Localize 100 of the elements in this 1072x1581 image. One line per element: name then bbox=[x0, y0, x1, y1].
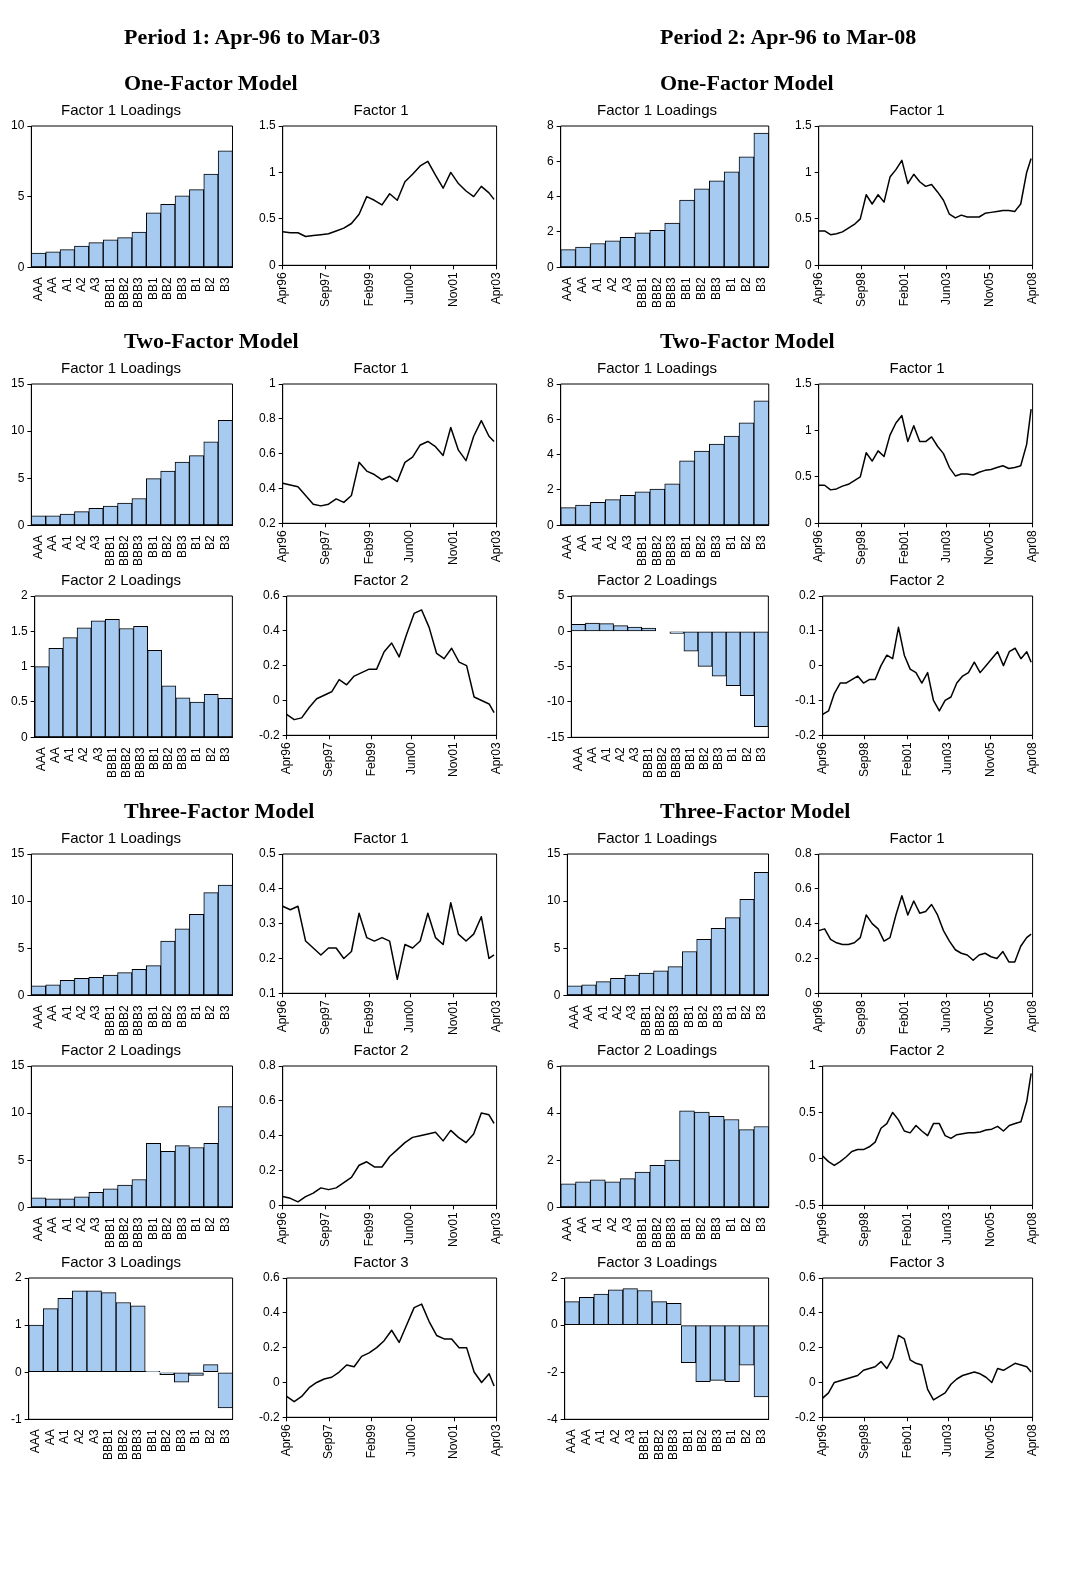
x-tick-label: BB3 bbox=[709, 276, 724, 300]
x-tick-label: Apr08 bbox=[1024, 1423, 1039, 1457]
y-tick-label: 0.5 bbox=[258, 846, 276, 861]
x-tick-label: Apr96 bbox=[274, 999, 289, 1033]
x-tick-label: B3 bbox=[217, 1217, 232, 1232]
y-tick-label: 8 bbox=[546, 118, 554, 133]
x-tick-label: A3 bbox=[86, 1429, 101, 1444]
y-tick-label: 15 bbox=[10, 1058, 25, 1073]
chart-title: Factor 1 bbox=[889, 101, 945, 119]
y-tick-label: 0.3 bbox=[258, 915, 276, 930]
x-tick-label: BB1 bbox=[144, 1428, 159, 1452]
x-tick-label: Feb99 bbox=[361, 999, 376, 1035]
y-tick-label: -0.2 bbox=[258, 727, 280, 742]
x-tick-label: BB3 bbox=[710, 1004, 725, 1028]
x-tick-label: B2 bbox=[203, 1217, 218, 1232]
x-tick-label: Apr96 bbox=[810, 529, 825, 563]
x-tick-label: Apr96 bbox=[274, 271, 289, 305]
x-tick-label: Jun00 bbox=[402, 1211, 417, 1245]
text: Two-Factor Model bbox=[659, 327, 836, 355]
x-tick-label: BBB3 bbox=[131, 1004, 146, 1036]
y-tick-label: 0 bbox=[17, 259, 25, 274]
x-tick-label: BB3 bbox=[174, 276, 189, 300]
x-tick-label: B3 bbox=[753, 277, 768, 292]
x-tick-label: Apr03 bbox=[488, 999, 503, 1033]
x-tick-label: Jun03 bbox=[938, 999, 953, 1033]
y-tick-label: 0 bbox=[546, 517, 554, 532]
x-tick-label: A3 bbox=[619, 1217, 634, 1232]
y-tick-label: 0 bbox=[553, 987, 561, 1002]
x-tick-label: BBB3 bbox=[131, 534, 146, 566]
x-tick-label: BBB1 bbox=[637, 1428, 652, 1460]
y-tick-label: -1 bbox=[11, 1411, 22, 1426]
x-tick-label: Nov01 bbox=[446, 741, 461, 777]
x-tick-label: AAA bbox=[28, 1429, 43, 1454]
x-tick-label: B2 bbox=[738, 1217, 753, 1232]
x-tick-label: B1 bbox=[188, 277, 203, 292]
x-tick-label: Feb01 bbox=[897, 271, 912, 307]
x-tick-label: BB2 bbox=[159, 1428, 174, 1452]
x-tick-label: AA bbox=[584, 747, 599, 764]
y-tick-label: -0.2 bbox=[258, 1409, 280, 1424]
x-tick-label: Nov05 bbox=[982, 741, 997, 777]
x-tick-label: AAA bbox=[30, 1217, 45, 1242]
x-tick-label: B2 bbox=[738, 535, 753, 550]
x-tick-label: B2 bbox=[738, 277, 753, 292]
chart-title: Factor 1 Loadings bbox=[60, 829, 182, 847]
x-tick-label: BB2 bbox=[697, 746, 712, 770]
x-tick-label: BB1 bbox=[679, 534, 694, 558]
y-tick-label: 4 bbox=[546, 446, 554, 461]
x-tick-label: BBB2 bbox=[651, 1428, 666, 1460]
chart-title: Factor 1 Loadings bbox=[596, 829, 718, 847]
y-tick-label: 0.4 bbox=[262, 623, 280, 638]
y-tick-label: 6 bbox=[546, 153, 554, 168]
y-tick-label: 0.4 bbox=[262, 1305, 280, 1320]
text: Three-Factor Model bbox=[659, 797, 852, 825]
y-tick-label: 5 bbox=[17, 188, 25, 203]
y-tick-label: 0.5 bbox=[258, 211, 276, 226]
y-tick-label: 10 bbox=[10, 1105, 25, 1120]
x-tick-label: BB3 bbox=[174, 1004, 189, 1028]
x-tick-label: B2 bbox=[739, 747, 754, 762]
y-tick-label: 15 bbox=[546, 846, 561, 861]
x-tick-label: A2 bbox=[605, 1217, 619, 1232]
x-tick-label: BB3 bbox=[174, 1216, 189, 1240]
x-tick-label: BB3 bbox=[174, 534, 189, 558]
y-tick-label: 0.8 bbox=[258, 411, 276, 426]
y-tick-label: -0.2 bbox=[794, 1409, 816, 1424]
x-tick-label: AA bbox=[45, 1217, 60, 1234]
x-tick-label: BB2 bbox=[696, 1004, 711, 1028]
chart-title: Factor 1 bbox=[353, 101, 409, 119]
x-tick-label: A2 bbox=[73, 1217, 88, 1232]
x-tick-label: Sep98 bbox=[854, 999, 869, 1035]
x-tick-label: A2 bbox=[71, 1429, 86, 1444]
y-tick-label: 1 bbox=[20, 658, 28, 673]
y-tick-label: -0.2 bbox=[794, 727, 816, 742]
x-tick-label: A1 bbox=[59, 1005, 74, 1020]
y-tick-label: 2 bbox=[546, 1152, 554, 1167]
x-tick-label: BBB3 bbox=[131, 1216, 146, 1248]
x-tick-label: A1 bbox=[595, 1005, 610, 1020]
x-tick-label: A2 bbox=[73, 535, 88, 550]
y-tick-label: 0.8 bbox=[794, 846, 812, 861]
x-tick-label: A3 bbox=[626, 747, 641, 762]
x-tick-label: BB2 bbox=[160, 276, 175, 300]
y-tick-label: 0 bbox=[808, 1151, 816, 1166]
y-tick-label: 0.4 bbox=[258, 480, 276, 495]
chart-title: Factor 1 bbox=[889, 829, 945, 847]
y-tick-label: 1 bbox=[268, 376, 276, 391]
x-tick-label: BB3 bbox=[175, 746, 190, 770]
x-tick-label: B2 bbox=[203, 1429, 218, 1444]
x-tick-label: B1 bbox=[188, 1429, 203, 1444]
y-tick-label: 0.6 bbox=[258, 1093, 276, 1108]
chart-title: Factor 1 bbox=[889, 359, 945, 377]
x-tick-label: A1 bbox=[590, 277, 605, 292]
x-tick-label: BBB2 bbox=[117, 534, 132, 566]
y-tick-label: 0 bbox=[808, 1374, 816, 1389]
x-tick-label: Feb01 bbox=[897, 999, 912, 1035]
text: Period 1: Apr-96 to Mar-03 bbox=[123, 23, 382, 51]
y-tick-label: 0.6 bbox=[258, 445, 276, 460]
x-tick-label: AAA bbox=[570, 747, 585, 772]
x-tick-label: Apr03 bbox=[488, 529, 503, 563]
x-tick-label: B1 bbox=[723, 1217, 738, 1232]
x-tick-label: BBB1 bbox=[641, 746, 656, 778]
y-tick-label: 0.2 bbox=[798, 1339, 816, 1354]
